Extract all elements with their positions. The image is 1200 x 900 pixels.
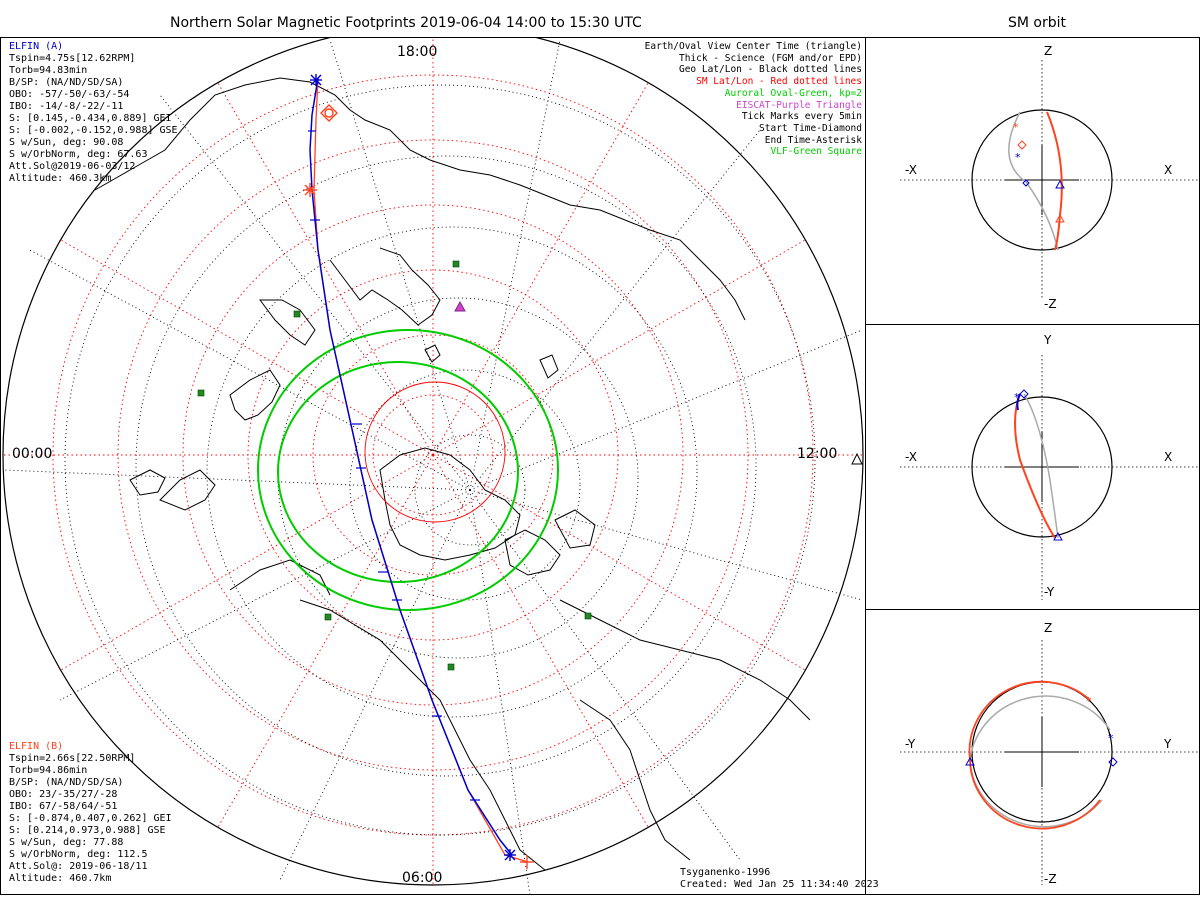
elfin-a-track — [309, 77, 513, 856]
view-center-triangle — [851, 452, 863, 465]
elfin-a-line: IBO: -14/-8/-22/-11 — [9, 101, 124, 112]
orbit-xy-top: Y — [1044, 333, 1052, 347]
polar-map — [2, 38, 864, 894]
elfin-b-line: IBO: 67/-58/64/-51 — [9, 801, 118, 812]
elfin-b-line: Tspin=2.66s[22.50RPM] — [9, 753, 136, 764]
orbit-xz-left: -X — [905, 163, 917, 177]
geo-longitude-grid — [4, 39, 863, 894]
legend-item: Earth/Oval View Center Time (triangle) — [644, 41, 862, 52]
time-label-top: 18:00 — [397, 44, 438, 60]
legend-item: Start Time-Diamond — [759, 122, 862, 134]
auroral-oval — [257, 329, 559, 611]
elfin-b-line: S w/Sun, deg: 77.88 — [9, 837, 124, 848]
orbit-xy-bottom: -Y — [1044, 585, 1055, 599]
elfin-b-line: Altitude: 460.7km — [9, 873, 112, 884]
elfin-a-line: Altitude: 460.3km — [9, 173, 112, 184]
elfin-a-line: S w/Sun, deg: 90.08 — [9, 137, 124, 148]
orbit-panel-xy — [865, 324, 1200, 610]
end-asterisk-b — [303, 183, 534, 869]
legend-item: VLF-Green Square — [770, 146, 862, 158]
elfin-a-line: S w/OrbNorm, deg: 67.63 — [9, 149, 148, 160]
orbit-panel-xz — [865, 37, 1200, 325]
legend: Earth/Oval View Center Time (triangle) Th… — [560, 41, 862, 171]
elfin-a-line: S: [0.145,-0.434,0.889] GEI — [9, 113, 172, 124]
orbit-title: SM orbit — [1008, 15, 1067, 31]
elfin-b-line: OBO: 23/-35/27/-28 — [9, 789, 118, 800]
geo-latitude-grid — [64, 84, 816, 836]
orbit-yz-left: -Y — [905, 737, 916, 751]
elfin-b-line: Torb=94.86min — [9, 765, 88, 776]
orbit-xz-bottom: -Z — [1044, 297, 1057, 311]
legend-item: Tick Marks every 5min — [741, 111, 862, 123]
eiscat-triangle — [454, 300, 466, 312]
orbit-xy-left: -X — [905, 450, 917, 464]
page-title: Northern Solar Magnetic Footprints 2019-… — [170, 15, 642, 31]
orbit-xz-top: Z — [1044, 44, 1053, 58]
orbit-yz-top: Z — [1044, 621, 1053, 635]
end-asterisk-a — [310, 74, 516, 861]
elfin-b-line: S: [0.214,0.973,0.988] GSE — [9, 825, 166, 836]
elfin-b-line: S: [-0.874,0.407,0.262] GEI — [9, 813, 172, 824]
elfin-a-line: S: [-0.002,-0.152,0.988] GSE — [9, 125, 178, 136]
elfin-b-line: S w/OrbNorm, deg: 112.5 — [9, 849, 148, 860]
legend-item: Thick - Science (FGM and/or EPD) — [678, 52, 862, 64]
elfin-a-name: ELFIN (A) — [9, 41, 64, 52]
time-label-left: 00:00 — [12, 446, 53, 462]
elfin-a-line: Tspin=4.75s[12.62RPM] — [9, 53, 136, 64]
orbit-panel-yz — [865, 609, 1200, 895]
elfin-b-lines: Tspin=2.66s[22.50RPM] Torb=94.86min B/SP: … — [9, 753, 172, 885]
orbit-yz-right: Y — [1164, 737, 1172, 751]
elfin-a-info: ELFIN (A) Tspin=4.75s[12.62RPM] Torb=94.8… — [9, 41, 178, 185]
model-label: Tsyganenko-1996 — [680, 867, 771, 878]
legend-item: Geo Lat/Lon - Black dotted lines — [678, 64, 862, 76]
elfin-a-line: B/SP: (NA/ND/SD/SA) — [9, 77, 124, 88]
coastlines — [94, 77, 811, 871]
time-label-bottom: 06:00 — [402, 870, 443, 886]
orbit-yz-bottom: -Z — [1044, 872, 1057, 886]
sm-pole-circle — [364, 381, 506, 523]
legend-item: EISCAT-Purple Triangle — [736, 99, 862, 111]
orbit-xy-right: X — [1164, 450, 1173, 464]
start-diamond — [320, 104, 338, 122]
elfin-b-track — [313, 77, 529, 863]
legend-item: Auroral Oval-Green, kp=2 — [724, 87, 862, 99]
elfin-b-name: ELFIN (B) — [9, 741, 64, 752]
created-label: Created: Wed Jan 25 11:34:40 2023 — [680, 879, 879, 890]
legend-item: SM Lat/Lon - Red dotted lines — [696, 76, 862, 88]
elfin-b-line: B/SP: (NA/ND/SD/SA) — [9, 777, 124, 788]
elfin-b-line: Att.Sol@: 2019-06-18/11 — [9, 861, 148, 872]
legend-item: End Time-Asterisk — [764, 134, 862, 146]
time-label-right: 12:00 — [797, 446, 838, 462]
track-ticks — [308, 130, 480, 801]
elfin-a-line: OBO: -57/-50/-63/-54 — [9, 89, 130, 100]
elfin-a-lines: Tspin=4.75s[12.62RPM] Torb=94.83min B/SP: … — [9, 53, 178, 185]
elfin-b-info: ELFIN (B) Tspin=2.66s[22.50RPM] Torb=94.8… — [9, 741, 172, 885]
elfin-a-line: Att.Sol@2019-06-03/12 — [9, 161, 136, 172]
elfin-a-line: Torb=94.83min — [9, 65, 88, 76]
vlf-stations — [197, 260, 592, 671]
orbit-xz-right: X — [1164, 163, 1173, 177]
earth-disk — [2, 38, 864, 886]
